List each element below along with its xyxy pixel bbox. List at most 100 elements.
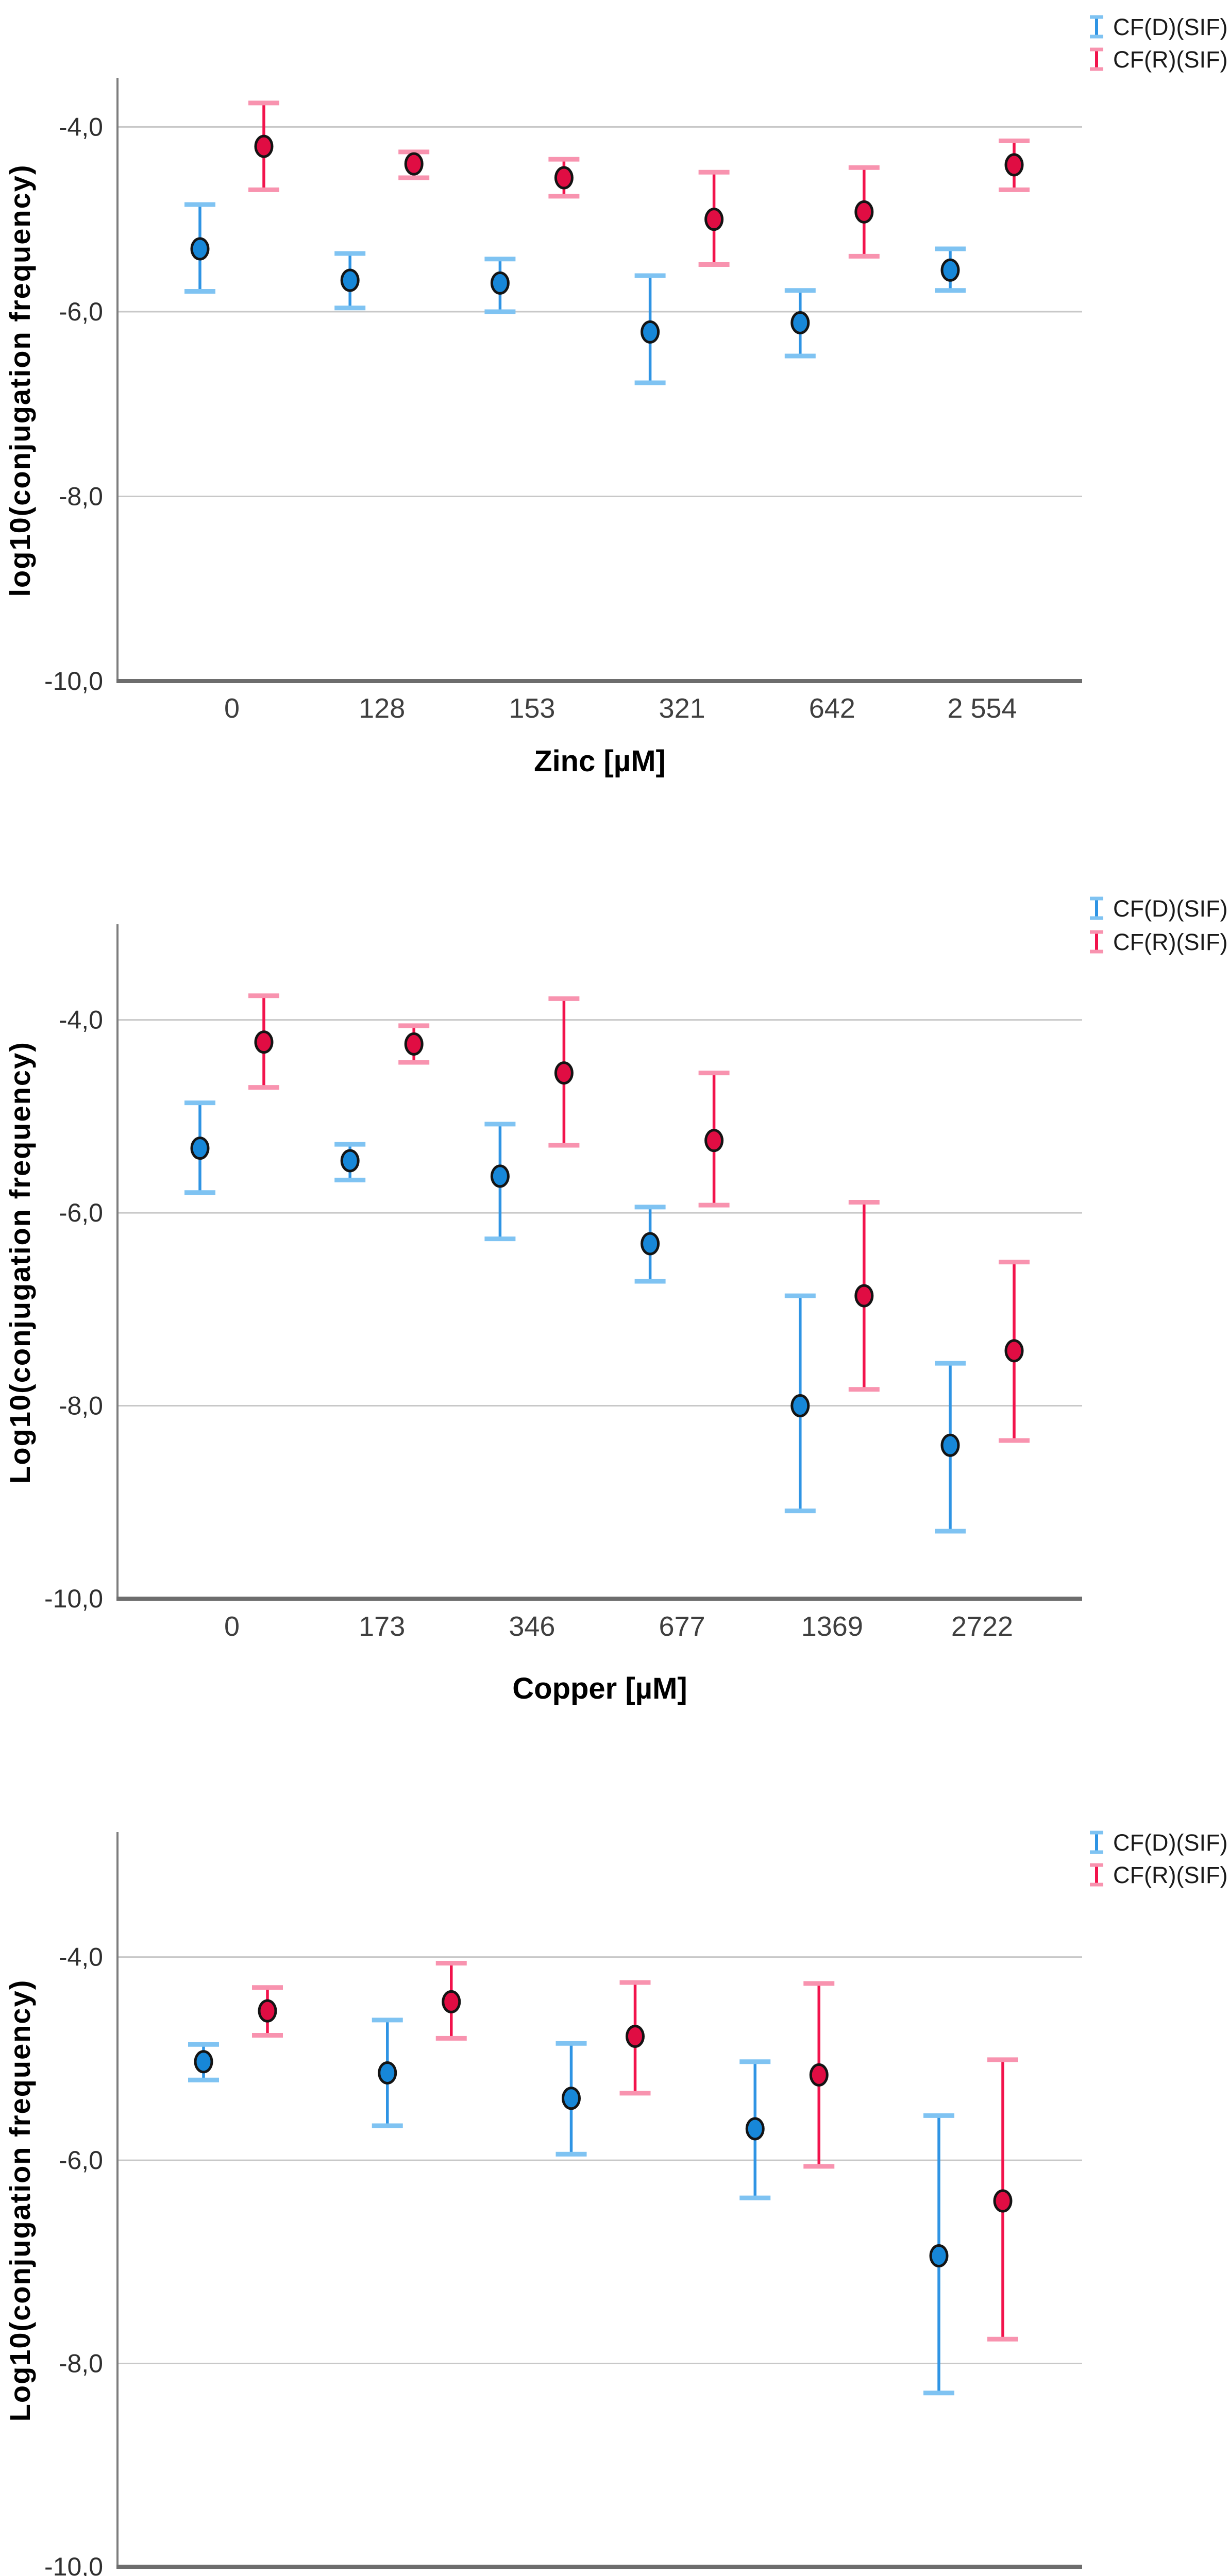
errorbar-D-2: [484, 1122, 516, 1242]
errorbar-D-3: [739, 2059, 771, 2200]
marker-R-3: [809, 2063, 829, 2087]
errorbar-R-4: [987, 2057, 1018, 2342]
errorbar-D-1: [372, 2018, 403, 2128]
chart-canvas: -4,0 -6,0 -8,0 -10,0 0 128 153 321 642 2 554 Zinc …: [4, 14, 1227, 778]
legend: CF(D)(SIF) CF(R)(SIF): [1090, 1829, 1227, 1888]
y-tick-label: -10,0: [44, 2552, 103, 2576]
legend-item-R: CF(R)(SIF): [1090, 1862, 1227, 1888]
marker-D-2: [490, 271, 510, 295]
errorbar-R-5: [999, 138, 1030, 192]
marker-D-2: [562, 2087, 581, 2110]
zinc-errorbar-chart: -4,0 -6,0 -8,0 -10,0 0 128 153 321 642 2 554 Zinc …: [0, 0, 1229, 827]
x-tick-label: 1369: [801, 1611, 863, 1642]
x-tick-label: 677: [659, 1611, 705, 1642]
errorbar-D-4: [923, 2113, 954, 2396]
legend-item-R: CF(R)(SIF): [1090, 929, 1227, 955]
marker-D-4: [929, 2244, 949, 2267]
x-tick-label: 321: [659, 693, 705, 724]
y-tick-label: -10,0: [44, 667, 103, 696]
marker-D-0: [190, 237, 210, 261]
x-tick-label: 2 554: [947, 693, 1017, 724]
errorbar-R-2: [619, 1980, 651, 2096]
marker-D-4: [790, 1394, 810, 1418]
legend-item-D: CF(D)(SIF): [1090, 14, 1227, 40]
errorbar-R-3: [698, 1071, 730, 1208]
marker-R-5: [1004, 1339, 1024, 1363]
errorbar-R-3: [698, 170, 730, 267]
marker-R-4: [854, 1284, 874, 1308]
y-tick-label: -6,0: [59, 297, 103, 326]
legend: CF(D)(SIF) CF(R)(SIF): [1090, 14, 1227, 73]
x-tick-label: 346: [509, 1611, 555, 1642]
errorbar-R-1: [398, 1023, 430, 1065]
chart-canvas: -4,0-6,0-8,0-10,0,0018,7537,5075,00150,0…: [4, 1829, 1227, 2576]
legend-label: CF(R)(SIF): [1113, 929, 1227, 955]
marker-D-4: [790, 311, 810, 334]
errorbar-D-3: [634, 273, 666, 385]
errorbar-R-2: [548, 996, 580, 1148]
copper-errorbar-chart: -4,0 -6,0 -8,0 -10,0 0 173 346 677 1369 2722 Coppe…: [0, 842, 1229, 1721]
x-axis-title: Copper [µM]: [512, 1672, 687, 1705]
legend-label: CF(D)(SIF): [1113, 14, 1227, 40]
marker-R-1: [404, 152, 424, 176]
errorbar-D-1: [334, 1142, 366, 1182]
marker-R-0: [254, 134, 274, 158]
marker-D-3: [641, 320, 660, 344]
errorbar-D-4: [784, 1293, 816, 1514]
errorbar-D-5: [935, 1361, 966, 1534]
errorbar-R-1: [435, 1960, 467, 2041]
errorbar-R-3: [803, 1981, 835, 2169]
y-axis-title: Log10(conjugation frequency): [4, 1979, 36, 2422]
marker-D-3: [641, 1232, 660, 1256]
legend-item-D: CF(D)(SIF): [1090, 895, 1227, 922]
legend-label: CF(D)(SIF): [1113, 1829, 1227, 1856]
marker-D-5: [940, 258, 960, 282]
legend-label: CF(R)(SIF): [1113, 1862, 1227, 1888]
y-tick-label: -8,0: [59, 1392, 103, 1420]
y-tick-label: -10,0: [44, 1584, 103, 1613]
errorbar-D-2: [555, 2041, 587, 2157]
marker-R-1: [442, 1990, 461, 2013]
marker-R-2: [554, 1061, 574, 1085]
y-tick-label: -4,0: [59, 1006, 103, 1035]
errorbar-R-0: [248, 993, 279, 1090]
errorbar-R-4: [848, 165, 880, 259]
x-tick-label: 0: [224, 693, 240, 724]
x-tick-label: 642: [809, 693, 855, 724]
marker-D-5: [940, 1433, 960, 1457]
errorbar-D-4: [784, 288, 816, 359]
legend-item-R: CF(R)(SIF): [1090, 46, 1227, 73]
legend: CF(D)(SIF) CF(R)(SIF): [1090, 895, 1227, 955]
errorbar-R-0: [248, 100, 279, 192]
legend-item-D: CF(D)(SIF): [1090, 1829, 1227, 1856]
marker-R-3: [704, 208, 724, 231]
marker-R-0: [254, 1030, 274, 1054]
marker-D-1: [340, 268, 360, 292]
marker-D-0: [190, 1137, 210, 1160]
marker-R-1: [404, 1032, 424, 1056]
marker-R-2: [554, 166, 574, 190]
marker-D-0: [194, 2050, 213, 2074]
errorbar-R-4: [848, 1199, 880, 1392]
propionate-errorbar-chart: -4,0-6,0-8,0-10,0,0018,7537,5075,00150,0…: [0, 1757, 1229, 2576]
x-tick-label: 153: [509, 693, 555, 724]
y-axis-title: Log10(conjugation frequency): [4, 1041, 36, 1484]
marker-R-4: [854, 200, 874, 224]
marker-R-0: [258, 1999, 277, 2023]
marker-R-3: [704, 1129, 724, 1153]
marker-D-3: [745, 2117, 765, 2141]
legend-label: CF(R)(SIF): [1113, 46, 1227, 73]
x-axis-title: Zinc [µM]: [534, 744, 666, 778]
marker-R-4: [993, 2189, 1013, 2213]
marker-R-5: [1004, 153, 1024, 177]
errorbar-D-2: [484, 257, 516, 314]
marker-D-2: [490, 1164, 510, 1188]
errorbar-D-1: [334, 251, 366, 311]
errorbar-D-3: [634, 1205, 666, 1284]
marker-R-2: [626, 2024, 645, 2048]
y-tick-label: -6,0: [59, 2146, 103, 2175]
errorbar-D-0: [184, 202, 215, 294]
errorbar-R-0: [252, 1985, 283, 2038]
x-tick-label: 128: [359, 693, 405, 724]
